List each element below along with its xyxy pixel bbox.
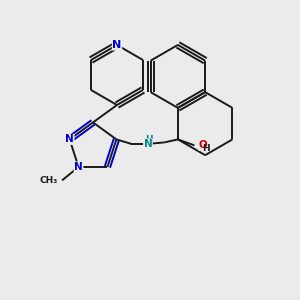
Text: N: N — [65, 134, 74, 144]
Text: CH₃: CH₃ — [39, 176, 58, 185]
Text: N: N — [74, 162, 83, 172]
Text: N: N — [112, 40, 122, 50]
Text: O: O — [199, 140, 208, 150]
Text: H: H — [202, 145, 210, 154]
Text: H: H — [145, 135, 153, 144]
Text: N: N — [143, 139, 152, 149]
